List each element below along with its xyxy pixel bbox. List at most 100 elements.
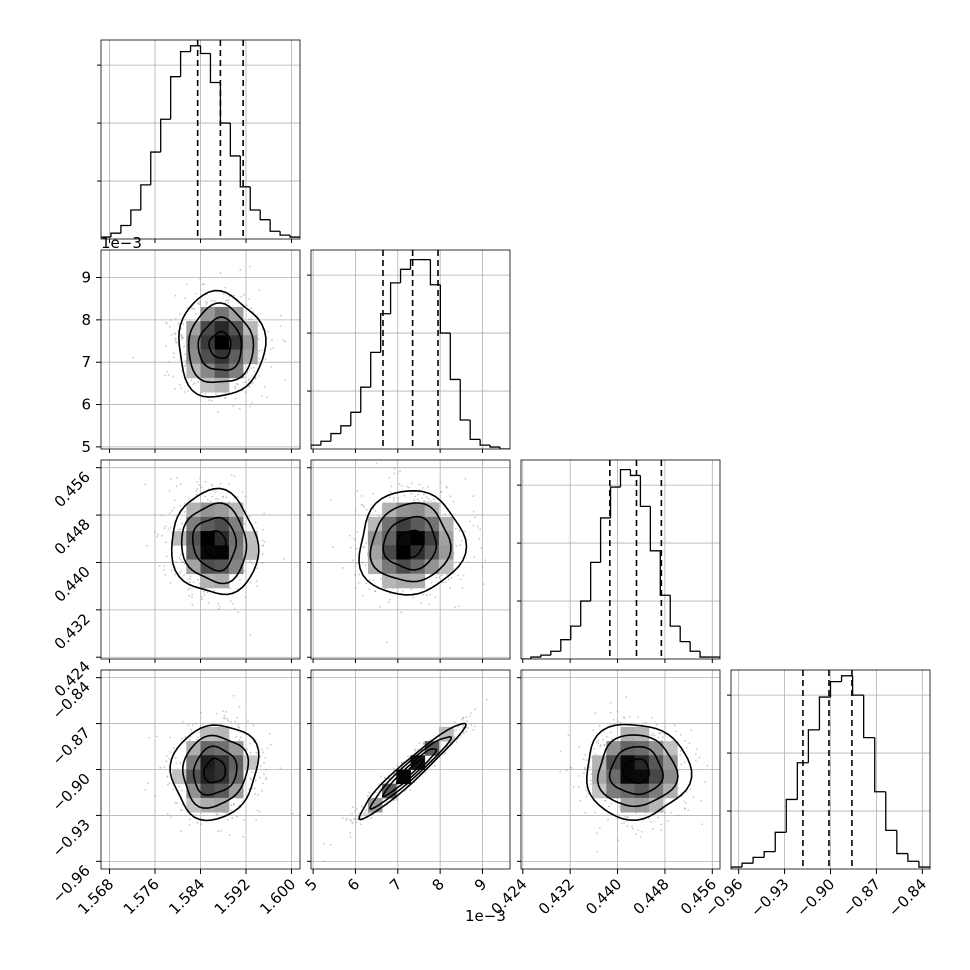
sample-point <box>184 364 187 367</box>
sample-point <box>675 730 677 733</box>
sample-point <box>354 539 356 541</box>
x-tick-label: 1.600 <box>256 875 299 918</box>
sample-point <box>689 788 692 791</box>
sample-point <box>183 365 186 367</box>
sample-point <box>238 407 241 410</box>
histogram-bin <box>249 186 261 211</box>
sample-point <box>209 243 211 245</box>
sample-point <box>360 495 363 497</box>
sample-point <box>197 578 199 581</box>
sample-point <box>262 545 265 547</box>
sample-point <box>187 724 190 726</box>
contour-line <box>382 515 438 571</box>
sample-point <box>253 366 255 369</box>
sample-point <box>329 499 332 501</box>
sample-point <box>351 821 354 824</box>
sample-point <box>264 756 267 759</box>
sample-point <box>234 397 237 400</box>
sample-point <box>181 561 183 564</box>
sample-point <box>249 307 252 310</box>
sample-point <box>170 319 173 321</box>
histogram-bin <box>540 654 551 658</box>
sample-point <box>685 791 688 793</box>
sample-point <box>190 728 193 731</box>
sample-point <box>474 516 476 519</box>
sample-point <box>363 812 366 815</box>
sample-point <box>146 544 149 547</box>
sample-point <box>368 579 371 581</box>
histogram-bin <box>907 853 919 862</box>
sample-point <box>177 528 180 531</box>
sample-point <box>183 345 186 348</box>
sample-point <box>380 775 382 778</box>
sample-point <box>188 594 191 597</box>
y-tick-label: −0.90 <box>49 770 94 815</box>
contour-line <box>170 487 260 596</box>
sample-point <box>365 813 368 816</box>
sample-point <box>144 788 147 791</box>
sample-point <box>701 823 704 826</box>
sample-point <box>206 591 209 594</box>
sample-point <box>400 611 403 614</box>
sample-point <box>589 766 591 768</box>
sample-point <box>283 558 285 560</box>
sample-point <box>364 564 367 566</box>
sample-point <box>583 772 585 774</box>
histogram-bin <box>350 411 361 426</box>
sample-point <box>407 755 409 758</box>
sample-point <box>254 779 257 782</box>
sample-point <box>232 694 235 697</box>
histogram-bin <box>179 50 191 77</box>
sample-point <box>249 777 252 780</box>
sample-point <box>657 736 660 739</box>
sample-point <box>270 366 273 368</box>
sample-point <box>263 762 265 764</box>
sample-point <box>179 483 182 486</box>
sample-point <box>418 483 421 486</box>
sample-point <box>198 477 201 480</box>
contour-line <box>396 529 425 559</box>
density-cell <box>200 516 216 532</box>
sample-point <box>196 481 199 483</box>
sample-point <box>174 499 176 502</box>
density-panel-0-2 <box>100 459 301 660</box>
sample-point <box>486 698 488 701</box>
sample-point <box>227 819 229 821</box>
histogram-bin <box>110 232 121 238</box>
density-cell <box>396 516 411 532</box>
x-tick-label: 9 <box>471 875 490 894</box>
sample-point <box>231 817 234 820</box>
histogram-bin <box>229 123 241 157</box>
sample-point <box>174 802 177 804</box>
sample-point <box>173 507 176 509</box>
sample-point <box>242 835 245 838</box>
y-tick-label: 0.448 <box>51 515 94 558</box>
sample-point <box>163 766 166 769</box>
sample-point <box>165 555 168 558</box>
sample-point <box>438 576 441 579</box>
density-cell <box>200 363 216 379</box>
sample-point <box>704 781 707 783</box>
sample-point <box>440 491 442 493</box>
sample-point <box>209 500 212 503</box>
sample-point <box>590 773 593 776</box>
histogram-bin <box>731 866 743 869</box>
sample-point <box>244 495 247 498</box>
sample-point <box>349 836 352 839</box>
sample-point <box>354 810 357 813</box>
histogram-bin <box>874 737 886 793</box>
sample-point <box>168 512 171 514</box>
contour-line <box>621 758 650 785</box>
sample-point <box>216 410 219 413</box>
sample-point <box>698 756 701 759</box>
contour-line <box>180 502 248 585</box>
sample-point <box>469 520 471 523</box>
sample-point <box>361 594 364 597</box>
sample-point <box>361 561 364 564</box>
sample-point <box>673 724 676 727</box>
sample-point <box>171 509 174 512</box>
contour-line <box>585 723 693 822</box>
sample-point <box>609 711 612 714</box>
x-tick-label: 1.584 <box>165 875 208 918</box>
sample-point <box>214 498 217 500</box>
